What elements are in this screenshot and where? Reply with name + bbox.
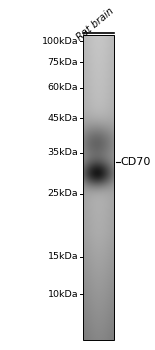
Bar (82, 35, 114, 340)
Text: 15kDa: 15kDa (48, 252, 78, 261)
Text: CD70: CD70 (120, 157, 150, 167)
Text: 75kDa: 75kDa (48, 58, 78, 67)
Text: 35kDa: 35kDa (48, 148, 78, 157)
Text: 100kDa: 100kDa (42, 37, 78, 46)
Text: 45kDa: 45kDa (48, 114, 78, 123)
Text: 25kDa: 25kDa (48, 189, 78, 198)
Text: Rat brain: Rat brain (74, 6, 115, 43)
Text: 10kDa: 10kDa (48, 290, 78, 299)
Text: 60kDa: 60kDa (48, 83, 78, 92)
